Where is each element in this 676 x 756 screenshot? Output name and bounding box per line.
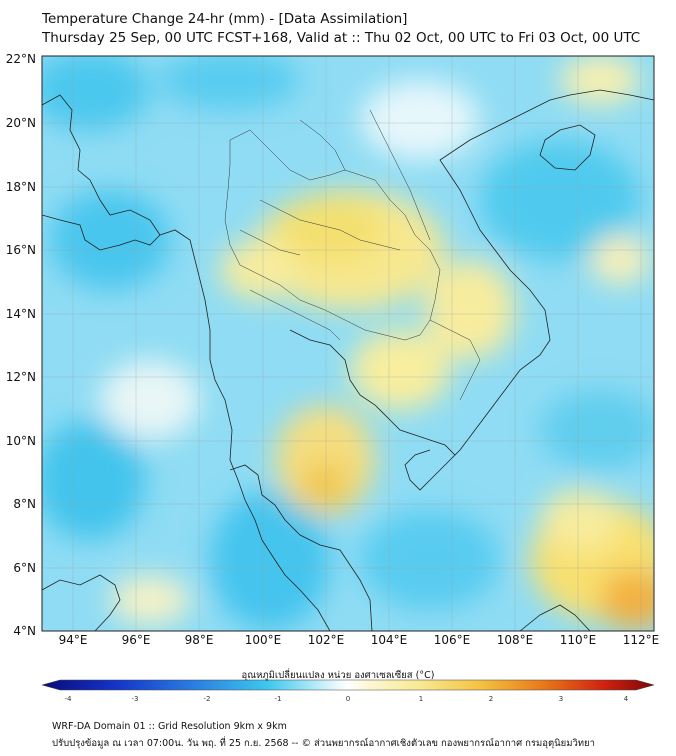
lat-label: 12°N — [5, 370, 36, 384]
lon-label: 104°E — [370, 633, 408, 647]
lat-label: 10°N — [5, 434, 36, 448]
colorbar-tick: 2 — [488, 695, 494, 703]
colorbar-tick: -3 — [131, 695, 139, 703]
model-info: WRF-DA Domain 01 :: Grid Resolution 9km … — [52, 721, 287, 732]
lon-label: 94°E — [58, 633, 88, 647]
map-frame — [41, 55, 655, 632]
colorbar-tick: 1 — [418, 695, 424, 703]
lat-label: 20°N — [5, 116, 36, 130]
lat-label: 14°N — [5, 307, 36, 321]
country-borders — [224, 109, 481, 401]
colorbar-tick: 3 — [558, 695, 564, 703]
map-subtitle: Thursday 25 Sep, 00 UTC FCST+168, Valid … — [42, 30, 641, 46]
lon-label: 106°E — [433, 633, 471, 647]
lon-label: 108°E — [496, 633, 534, 647]
lon-label: 98°E — [184, 633, 214, 647]
map-field — [42, 56, 654, 631]
colorbar — [41, 679, 655, 691]
lat-label: 8°N — [13, 497, 36, 511]
colorbar-tick: -2 — [203, 695, 211, 703]
lon-label: 100°E — [244, 633, 282, 647]
colorbar-label: อุณหภูมิเปลี่ยนแปลง หน่วย องศาเซลเซียส (… — [241, 670, 435, 681]
lat-label: 22°N — [5, 52, 36, 66]
colorbar-tick: 0 — [345, 695, 351, 703]
coastlines — [42, 89, 654, 631]
lon-label: 96°E — [121, 633, 151, 647]
lat-label: 4°N — [13, 624, 36, 638]
lon-label: 110°E — [559, 633, 597, 647]
lon-label: 112°E — [622, 633, 660, 647]
map-title: Temperature Change 24-hr (mm) - [Data As… — [42, 11, 408, 27]
lon-label: 102°E — [307, 633, 345, 647]
colorbar-tick: -1 — [274, 695, 282, 703]
lat-label: 16°N — [5, 243, 36, 257]
lat-label: 6°N — [13, 561, 36, 575]
credit-line: ปรับปรุงข้อมูล ณ เวลา 07:00น. วัน พฤ. ที… — [52, 738, 595, 749]
colorbar-tick: -4 — [64, 695, 72, 703]
map-gridlines — [42, 56, 654, 631]
colorbar-tick: 4 — [623, 695, 629, 703]
lat-label: 18°N — [5, 180, 36, 194]
